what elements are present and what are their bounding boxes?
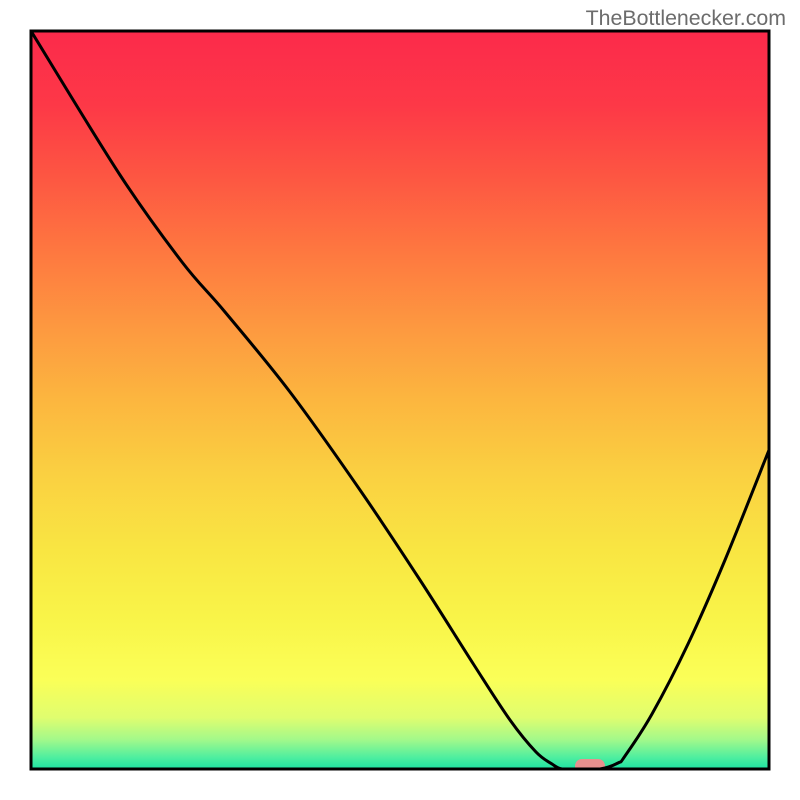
chart-background	[31, 31, 769, 769]
watermark-text: TheBottlenecker.com	[586, 6, 786, 31]
optimal-marker	[575, 759, 605, 773]
bottleneck-curve-chart	[0, 0, 800, 800]
chart-container: TheBottlenecker.com	[0, 0, 800, 800]
